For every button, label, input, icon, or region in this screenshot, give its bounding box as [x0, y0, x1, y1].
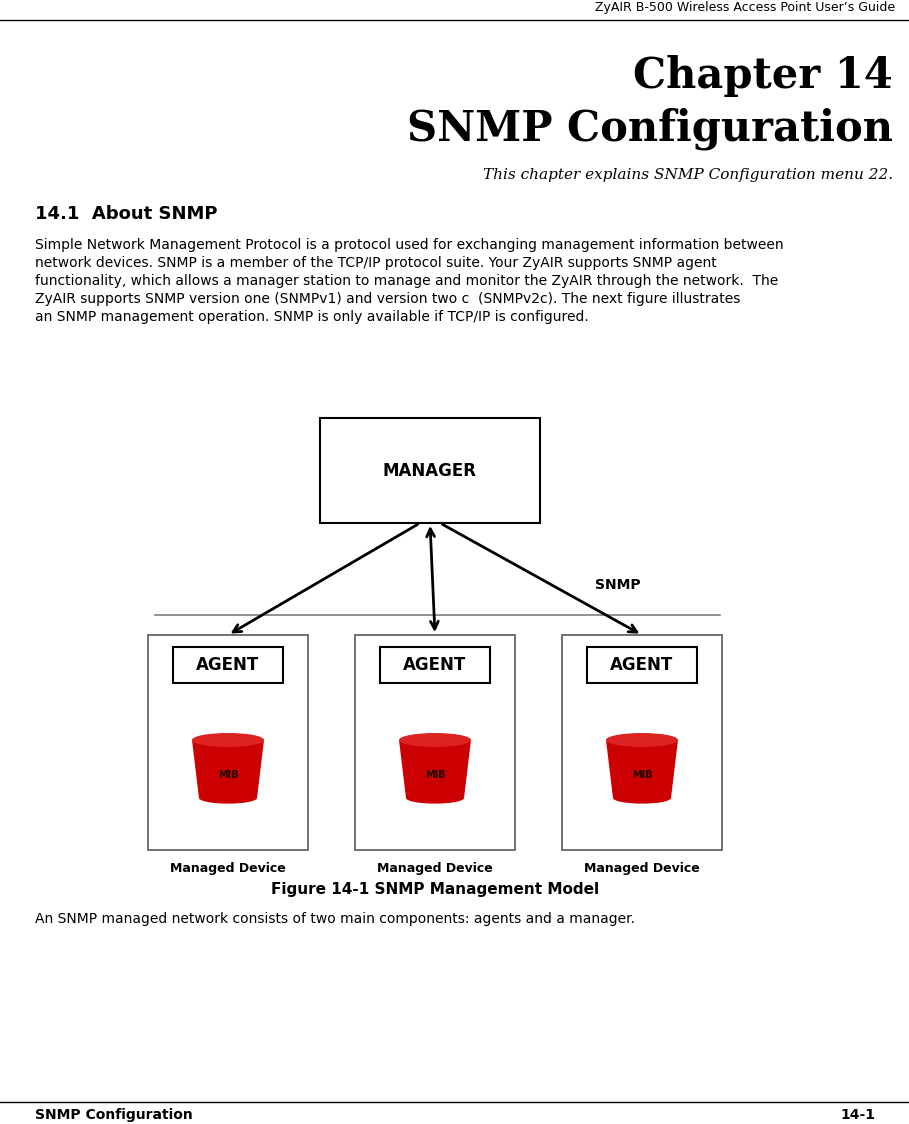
- Ellipse shape: [399, 733, 471, 747]
- Bar: [355, 635, 515, 850]
- Text: ZyAIR B-500 Wireless Access Point User’s Guide: ZyAIR B-500 Wireless Access Point User’s…: [594, 1, 895, 13]
- Polygon shape: [192, 740, 264, 798]
- Text: an SNMP management operation. SNMP is only available if TCP/IP is configured.: an SNMP management operation. SNMP is on…: [35, 310, 589, 324]
- Text: 14-1: 14-1: [840, 1108, 875, 1122]
- Text: SNMP Configuration: SNMP Configuration: [35, 1108, 193, 1122]
- Polygon shape: [606, 740, 678, 798]
- Text: AGENT: AGENT: [404, 656, 466, 674]
- Text: Chapter 14: Chapter 14: [634, 55, 893, 97]
- Text: SNMP: SNMP: [595, 578, 641, 592]
- Text: MIB: MIB: [425, 770, 445, 780]
- Ellipse shape: [613, 792, 671, 804]
- Text: AGENT: AGENT: [610, 656, 674, 674]
- Text: Figure 14-1 SNMP Management Model: Figure 14-1 SNMP Management Model: [271, 882, 599, 897]
- Text: functionality, which allows a manager station to manage and monitor the ZyAIR th: functionality, which allows a manager st…: [35, 274, 778, 288]
- Text: ZyAIR supports SNMP version one (SNMPv1) and version two c  (SNMPv2c). The next : ZyAIR supports SNMP version one (SNMPv1)…: [35, 292, 740, 306]
- Text: 14.1  About SNMP: 14.1 About SNMP: [35, 205, 217, 223]
- Bar: [562, 635, 722, 850]
- Polygon shape: [399, 740, 471, 798]
- Bar: [148, 635, 308, 850]
- Text: Simple Network Management Protocol is a protocol used for exchanging management : Simple Network Management Protocol is a …: [35, 238, 784, 252]
- Ellipse shape: [606, 733, 678, 747]
- Text: SNMP Configuration: SNMP Configuration: [407, 108, 893, 151]
- Text: MANAGER: MANAGER: [383, 462, 477, 480]
- Text: network devices. SNMP is a member of the TCP/IP protocol suite. Your ZyAIR suppo: network devices. SNMP is a member of the…: [35, 256, 717, 270]
- Text: Managed Device: Managed Device: [584, 862, 700, 874]
- Bar: [320, 418, 540, 523]
- Bar: [587, 647, 697, 683]
- Text: AGENT: AGENT: [196, 656, 260, 674]
- Bar: [380, 647, 490, 683]
- Text: An SNMP managed network consists of two main components: agents and a manager.: An SNMP managed network consists of two …: [35, 912, 635, 926]
- Ellipse shape: [406, 792, 464, 804]
- Ellipse shape: [199, 792, 257, 804]
- Bar: [173, 647, 283, 683]
- Text: This chapter explains SNMP Configuration menu 22.: This chapter explains SNMP Configuration…: [483, 167, 893, 182]
- Ellipse shape: [192, 733, 264, 747]
- Text: Managed Device: Managed Device: [377, 862, 493, 874]
- Text: MIB: MIB: [632, 770, 653, 780]
- Text: Managed Device: Managed Device: [170, 862, 285, 874]
- Text: MIB: MIB: [218, 770, 238, 780]
